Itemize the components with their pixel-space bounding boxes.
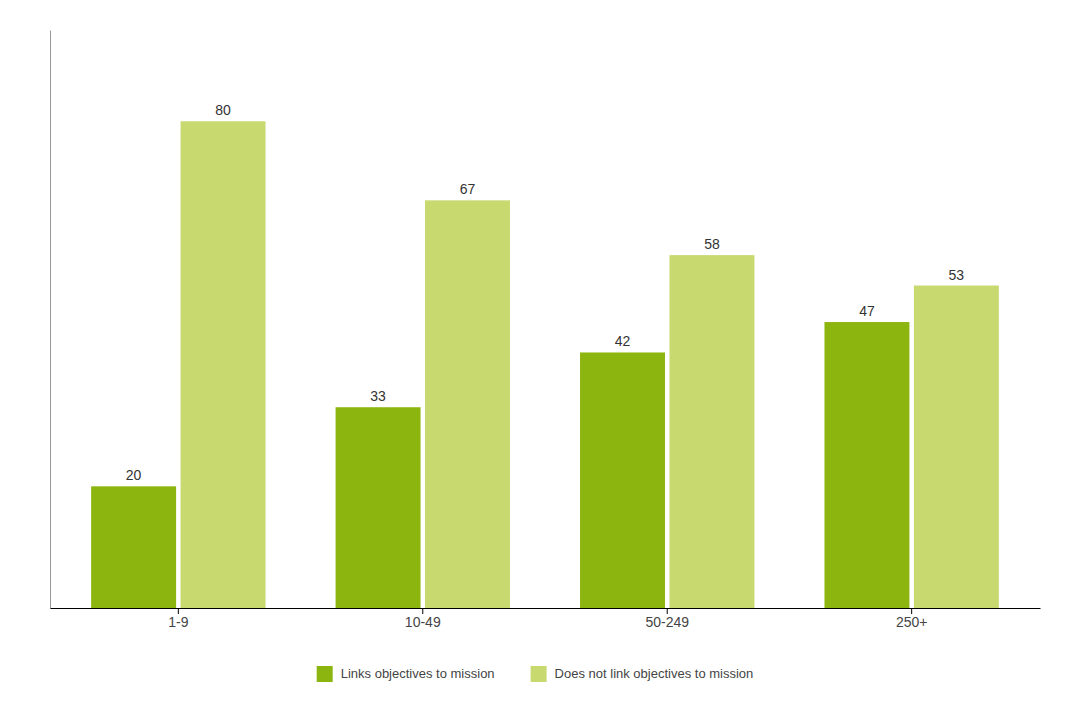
bar (580, 352, 665, 608)
data-label: 47 (859, 303, 875, 319)
data-label: 33 (370, 388, 386, 404)
bar (336, 407, 421, 608)
data-label: 58 (704, 236, 720, 252)
data-labels: 20 33 42 47 80 67 58 53 (126, 102, 965, 483)
bar (91, 486, 176, 608)
data-label: 42 (615, 333, 631, 349)
x-tick-label: 50-249 (645, 614, 689, 630)
legend-item: Does not link objectives to mission (531, 666, 754, 682)
bars (91, 121, 999, 608)
chart: 20 33 42 47 80 67 58 53 1-9 10-49 50-249 250+ Links … (0, 0, 1070, 718)
x-tick-label: 1-9 (168, 614, 188, 630)
data-label: 20 (126, 467, 142, 483)
legend: Links objectives to mission Does not link… (317, 666, 754, 682)
bar (824, 322, 909, 608)
plot: 20 33 42 47 80 67 58 53 1-9 10-49 50-249 250+ (51, 31, 1041, 630)
data-label: 53 (949, 267, 965, 283)
x-tick-label: 10-49 (405, 614, 441, 630)
legend-item: Links objectives to mission (317, 666, 495, 682)
x-tick: 50-249 (645, 608, 689, 630)
y-axis-line (50, 31, 51, 609)
x-axis-line (51, 608, 1041, 609)
bar (181, 121, 266, 608)
legend-label: Links objectives to mission (341, 666, 495, 681)
x-axis: 1-9 10-49 50-249 250+ (51, 608, 1041, 630)
legend-swatch (317, 666, 333, 682)
x-tick-label: 250+ (896, 614, 928, 630)
data-label: 67 (460, 181, 476, 197)
bar (425, 200, 510, 608)
x-tick: 250+ (896, 608, 928, 630)
data-label: 80 (215, 102, 231, 118)
y-axis (50, 31, 51, 609)
x-tick: 10-49 (405, 608, 441, 630)
bar (669, 255, 754, 608)
legend-swatch (531, 666, 547, 682)
bar (914, 286, 999, 608)
legend-label: Does not link objectives to mission (555, 666, 754, 681)
x-tick: 1-9 (168, 608, 188, 630)
